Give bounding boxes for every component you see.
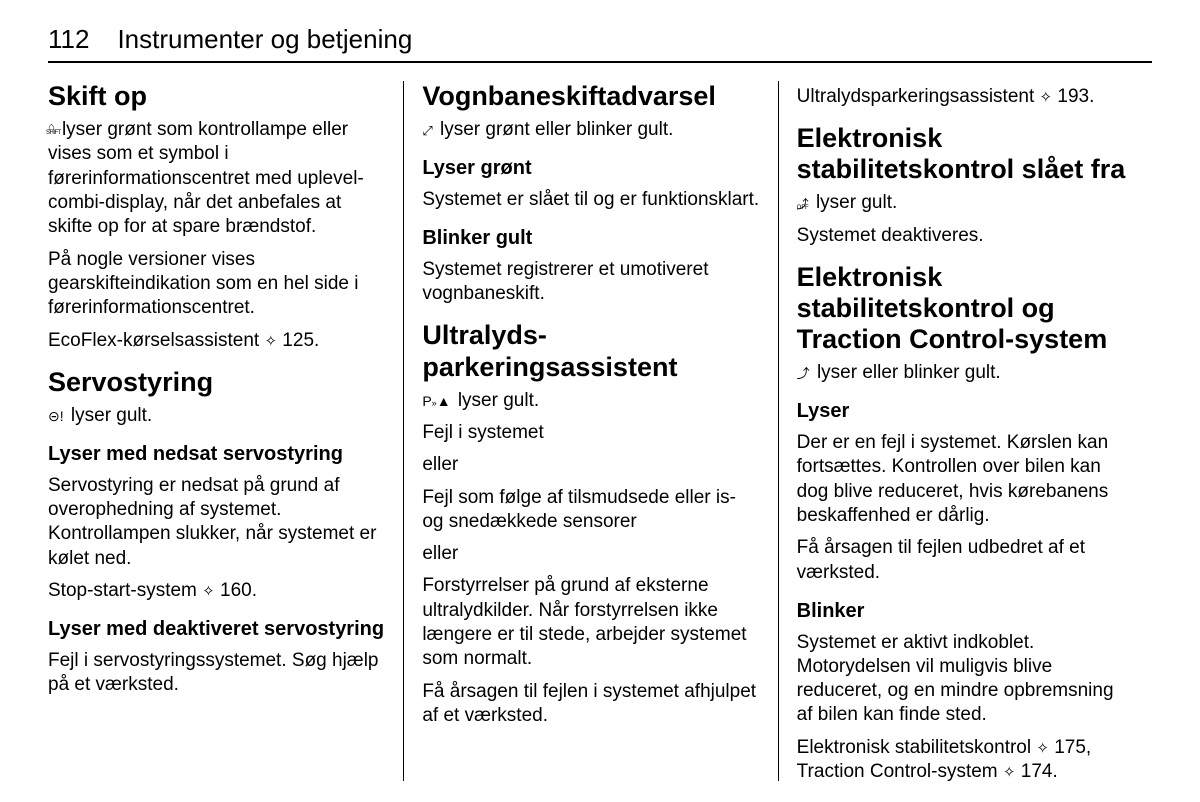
body-text: Stop-start-system ✧ 160.	[48, 579, 385, 603]
body-text: På nogle versioner vises gearskifteindik…	[48, 248, 385, 321]
subheading: Lyser med deaktiveret servostyring	[48, 617, 385, 643]
section-shift-up: Skift op	[48, 81, 385, 112]
park-icon: P»▲	[422, 393, 450, 411]
body-text: Systemet er aktivt indkoblet. Motorydels…	[797, 631, 1134, 728]
body-text: Systemet registrerer et umotiveret vognb…	[422, 258, 759, 307]
body-text: Forstyrrelser på grund af eksterne ultra…	[422, 574, 759, 671]
body-text: Fejl i servostyringssystemet. Søg hjælp …	[48, 649, 385, 698]
body-text: ⤴OFF lyser gult.	[797, 191, 1134, 215]
text: lyser grønt eller blinker gult.	[440, 119, 673, 140]
column-3: Ultralydsparkeringsassistent ✧ 193. Elek…	[778, 81, 1152, 781]
section-parking-assist: Ultralyds-parkeringsassistent	[422, 320, 759, 382]
esc-off-icon: ⤴OFF	[797, 195, 809, 213]
text: lyser eller blinker gult.	[817, 362, 1001, 383]
text: Stop-start-system	[48, 580, 202, 601]
column-1: Skift op ⌂SHIFT lyser grønt som kontroll…	[48, 81, 403, 781]
text: lyser grønt som kontrollampe eller vises…	[48, 119, 364, 237]
esc-icon: ⤴	[797, 366, 810, 383]
text: lyser gult.	[816, 192, 897, 213]
column-2: Vognbaneskiftadvarsel ⤢ lyser grønt elle…	[403, 81, 777, 781]
body-text: Få årsagen til fejlen i systemet afhjulp…	[422, 680, 759, 729]
text: Ultralydsparkeringsassistent	[797, 86, 1040, 107]
text: EcoFlex-kørselsassistent	[48, 330, 264, 351]
ref-icon: ✧	[1036, 739, 1049, 758]
text: lyser gult.	[71, 405, 152, 426]
subheading: Blinker gult	[422, 226, 759, 252]
body-text: ⌂SHIFT lyser grønt som kontrollampe elle…	[48, 118, 385, 240]
body-text: Få årsagen til fejlen udbedret af et vær…	[797, 536, 1134, 585]
subheading: Lyser	[797, 399, 1134, 425]
lane-icon: ⤢	[422, 123, 432, 140]
body-text: EcoFlex-kørselsassistent ✧ 125.	[48, 329, 385, 353]
body-text: Fejl som følge af tilsmudsede eller is- …	[422, 486, 759, 535]
text: 174.	[1015, 761, 1057, 782]
ref-icon: ✧	[264, 332, 277, 351]
body-text: Systemet deaktiveres.	[797, 224, 1134, 248]
header-title: Instrumenter og betjening	[117, 24, 412, 55]
body-text: eller	[422, 453, 759, 477]
steering-icon: ⊝!	[48, 408, 64, 426]
shift-icon: ⌂SHIFT	[48, 122, 55, 140]
section-esc-off: Elektronisk stabilitetskontrol slået fra	[797, 123, 1134, 185]
body-text: Servostyring er nedsat på grund af overo…	[48, 474, 385, 571]
body-text: ⤴ lyser eller blinker gult.	[797, 361, 1134, 385]
body-text: Elektronisk stabilitetskontrol ✧ 175, Tr…	[797, 736, 1134, 785]
text: 125.	[277, 330, 319, 351]
ref-icon: ✧	[1040, 88, 1053, 107]
section-lane-warning: Vognbaneskiftadvarsel	[422, 81, 759, 112]
ref-icon: ✧	[1003, 763, 1016, 782]
body-text: Ultralydsparkeringsassistent ✧ 193.	[797, 85, 1134, 109]
body-text: Der er en fejl i systemet. Kørslen kan f…	[797, 431, 1134, 528]
body-text: Fejl i systemet	[422, 421, 759, 445]
body-text: Systemet er slået til og er funktionskla…	[422, 188, 759, 212]
subheading: Blinker	[797, 599, 1134, 625]
subheading: Lyser med nedsat servostyring	[48, 442, 385, 468]
body-text: ⤢ lyser grønt eller blinker gult.	[422, 118, 759, 142]
section-power-steering: Servostyring	[48, 367, 385, 398]
body-text: ⊝! lyser gult.	[48, 404, 385, 428]
page-header: 112 Instrumenter og betjening	[48, 24, 1152, 63]
content-columns: Skift op ⌂SHIFT lyser grønt som kontroll…	[48, 81, 1152, 781]
text: 160.	[215, 580, 257, 601]
subheading: Lyser grønt	[422, 156, 759, 182]
ref-icon: ✧	[202, 582, 215, 601]
page-number: 112	[48, 24, 89, 55]
body-text: eller	[422, 542, 759, 566]
text: Elektronisk stabilitetskontrol	[797, 737, 1037, 758]
text: 193.	[1052, 86, 1094, 107]
body-text: P»▲ lyser gult.	[422, 389, 759, 413]
text: lyser gult.	[458, 390, 539, 411]
section-esc-tcs: Elektronisk stabilitetskontrol og Tracti…	[797, 262, 1134, 355]
